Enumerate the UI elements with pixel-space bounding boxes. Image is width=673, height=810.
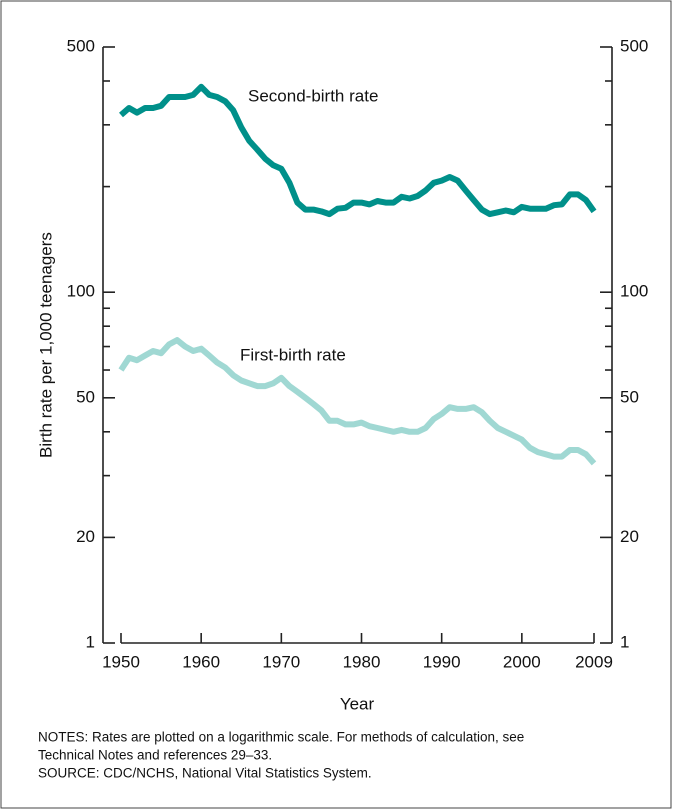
y-tick-label: 100 [67, 282, 95, 301]
y2-tick-label: 500 [620, 36, 648, 55]
y-tick-label: 500 [67, 36, 95, 55]
x-axis-label: Year [340, 694, 375, 713]
y2-tick-label: 50 [620, 387, 639, 406]
series-label: First-birth rate [240, 345, 346, 364]
series-label: Second-birth rate [248, 86, 378, 105]
x-tick-label: 1970 [262, 652, 300, 671]
note-line: SOURCE: CDC/NCHS, National Vital Statist… [38, 766, 372, 781]
y-tick-label: 20 [76, 527, 95, 546]
note-line: Technical Notes and references 29–33. [38, 748, 272, 763]
x-tick-label: 1990 [423, 652, 461, 671]
note-line: NOTES: Rates are plotted on a logarithmi… [38, 730, 524, 745]
series-line [119, 83, 597, 218]
y2-tick-label: 100 [620, 282, 648, 301]
x-tick-label: 1950 [102, 652, 140, 671]
x-tick-label: 2000 [503, 652, 541, 671]
y-axis-label: Birth rate per 1,000 teenagers [36, 232, 55, 458]
y2-tick-label: 20 [620, 527, 639, 546]
y-tick-label: 1 [86, 632, 95, 651]
x-tick-label: 1980 [343, 652, 381, 671]
y-tick-label: 50 [76, 387, 95, 406]
y2-tick-label: 1 [620, 632, 629, 651]
x-tick-label: 2009 [575, 652, 613, 671]
x-tick-label: 1960 [182, 652, 220, 671]
series-line [118, 337, 597, 466]
